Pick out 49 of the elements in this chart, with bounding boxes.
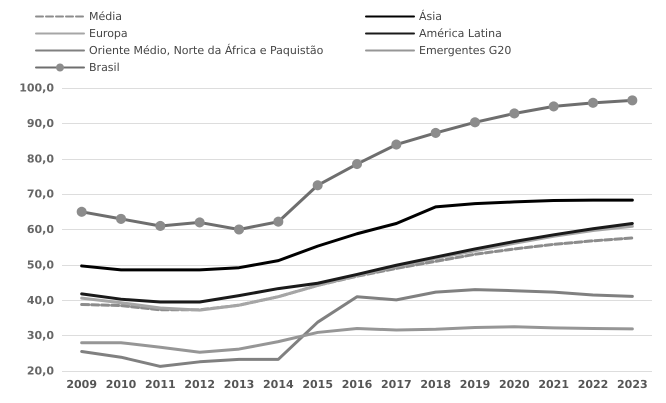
legend-label: Europa	[89, 27, 128, 40]
y-tick-label: 60,0	[26, 223, 54, 236]
point	[155, 220, 166, 231]
x-tick-label: 2022	[578, 378, 608, 391]
point	[391, 140, 402, 150]
x-tick-label: 2010	[106, 378, 137, 391]
legend-label: América Latina	[419, 27, 502, 40]
point	[548, 101, 559, 112]
x-tick-label: 2012	[184, 378, 215, 391]
x-tick-label: 2015	[302, 378, 333, 391]
point	[234, 224, 244, 234]
legend-label: Média	[89, 10, 122, 23]
legend-label: Brasil	[89, 61, 120, 74]
x-tick-label: 2017	[381, 378, 412, 391]
point	[352, 159, 362, 170]
point	[273, 216, 284, 227]
point	[627, 95, 638, 106]
x-tick-label: 2016	[342, 378, 373, 391]
point	[430, 128, 441, 138]
x-tick-label: 2020	[499, 378, 530, 391]
y-tick-label: 80,0	[26, 152, 54, 166]
y-tick-label: 100,0	[19, 82, 54, 94]
x-tick-label: 2009	[66, 378, 97, 391]
y-tick-label: 20,0	[26, 364, 54, 378]
legend-label: Emergentes G20	[419, 44, 512, 57]
y-tick-label: 50,0	[26, 258, 54, 272]
legend-label: Ásia	[419, 9, 442, 23]
x-tick-label: 2013	[224, 378, 254, 391]
y-tick-label: 90,0	[26, 116, 54, 130]
y-tick-label: 40,0	[26, 294, 54, 307]
y-tick-label: 30,0	[26, 329, 54, 342]
point	[470, 117, 480, 128]
x-tick-label: 2014	[263, 378, 294, 391]
x-tick-label: 2018	[420, 378, 451, 391]
x-tick-label: 2019	[460, 378, 490, 391]
x-tick-label: 2021	[538, 378, 569, 391]
point	[116, 214, 126, 224]
x-tick-label: 2023	[617, 378, 648, 391]
point	[194, 217, 205, 228]
point	[588, 98, 598, 108]
x-tick-label: 2011	[145, 378, 176, 391]
point	[76, 206, 87, 217]
point	[312, 180, 323, 190]
line-series	[80, 288, 634, 368]
y-tick-label: 70,0	[26, 188, 54, 201]
line-series	[80, 198, 634, 272]
point	[509, 108, 520, 118]
line-series	[80, 325, 634, 354]
legend-label: Oriente Médio, Norte da África e Paquistão	[89, 43, 324, 57]
